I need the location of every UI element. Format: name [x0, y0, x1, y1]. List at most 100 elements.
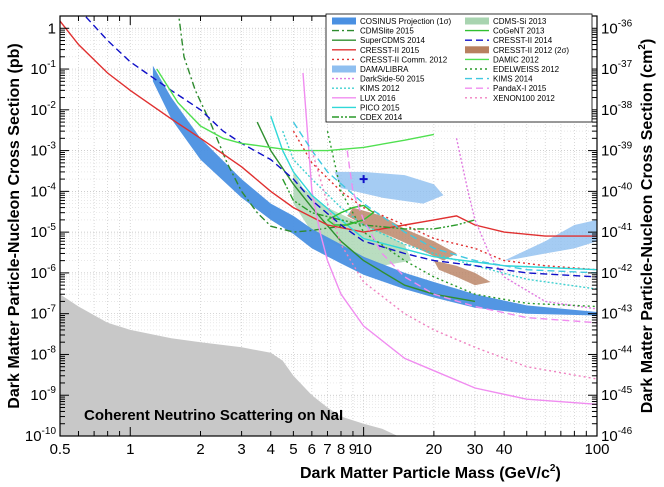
y-tick-exp: -1	[47, 59, 56, 70]
axis-ticks	[59, 15, 598, 437]
y-tick-base: 10	[30, 346, 47, 363]
legend-entry-17: KIMS 2014	[493, 75, 533, 84]
series-11-region-0	[293, 171, 412, 266]
series-2-line	[256, 121, 476, 303]
y-tick-label: 1	[48, 20, 56, 37]
y-tick-exp: -5	[47, 222, 56, 233]
legend-entry-3: CRESST-II 2015	[360, 46, 420, 55]
y-tick-base: 10	[30, 102, 47, 119]
x-tick-label: 3	[237, 441, 245, 458]
neutrino-floor-region	[60, 294, 398, 436]
legend-swatch-14	[465, 46, 489, 54]
y2-tick-base: 10	[601, 265, 618, 282]
series-14-region-1	[433, 260, 491, 286]
y-tick-base: 10	[30, 306, 47, 323]
y2-tick-label: 10-44	[601, 344, 633, 363]
y2-tick-exp: -44	[618, 344, 633, 355]
y-tick-label: 10-6	[30, 263, 56, 282]
legend-entry-5: DAMA/LIBRA	[360, 65, 409, 74]
data-marker	[359, 175, 368, 184]
x-tick-label: 0.5	[50, 441, 71, 458]
y-tick-label: 10-9	[30, 385, 56, 404]
y2-tick-exp: -36	[618, 18, 633, 29]
series-14-region-0	[347, 207, 457, 261]
x-tick-label: 10	[355, 441, 372, 458]
y-tick-base: 10	[30, 143, 47, 160]
y-tick-exp: -4	[47, 181, 56, 192]
y-tick-label: 10-10	[25, 426, 57, 445]
series-9-line	[270, 115, 597, 271]
x-axis-title: Dark Matter Particle Mass (GeV/c2)	[300, 463, 561, 482]
y2-tick-exp: -45	[618, 385, 633, 396]
series-16-line	[326, 130, 597, 308]
legend-entry-0: COSINUS Projection (1σ)	[360, 17, 452, 26]
y2-tick-label: 10-38	[601, 100, 633, 119]
y-tick-label: 10-5	[30, 222, 56, 241]
y-tick-base: 10	[30, 224, 47, 241]
legend-entry-4: CRESST-II Comm. 2012	[360, 55, 448, 64]
y2-tick-labels: 10-3610-3710-3810-3910-4010-4110-4210-43…	[601, 18, 633, 445]
x-tick-label: 9	[349, 441, 357, 458]
y2-tick-exp: -39	[618, 141, 633, 152]
series-7-line	[282, 130, 597, 290]
series-5-region-1	[504, 219, 597, 261]
x-axis-title-sup: 2	[550, 463, 556, 474]
y2-tick-base: 10	[601, 306, 618, 323]
x-axis-title-end: )	[555, 465, 560, 482]
y-tick-base: 10	[30, 61, 47, 78]
y2-tick-base: 10	[601, 20, 618, 37]
y-tick-exp: -9	[47, 385, 56, 396]
y-tick-label: 10-4	[30, 181, 56, 200]
x-tick-label: 6	[308, 441, 316, 458]
y-axis-title: Dark Matter Particle-Nucleon Cross Secti…	[6, 43, 23, 408]
y2-tick-base: 10	[601, 387, 618, 404]
legend-swatch-11	[465, 17, 489, 25]
x-tick-label: 40	[496, 441, 513, 458]
neutrino-floor	[60, 294, 398, 436]
legend-entry-8: LUX 2016	[360, 94, 396, 103]
legend-entry-1: CDMSlite 2015	[360, 27, 414, 36]
series-4-line	[292, 130, 597, 271]
series-3-line	[60, 20, 597, 237]
x-axis-title-main: Dark Matter Particle Mass (GeV/c	[300, 465, 550, 482]
y2-tick-exp: -42	[618, 263, 633, 274]
y-tick-label: 10-3	[30, 141, 56, 160]
legend-entry-15: DAMIC 2012	[493, 55, 539, 64]
y2-tick-base: 10	[601, 183, 618, 200]
series-15-line	[156, 68, 435, 152]
y-tick-label: 10-7	[30, 304, 56, 323]
legend-entry-18: PandaX-I 2015	[493, 84, 547, 93]
y-tick-labels: 110-110-210-310-410-510-610-710-810-910-…	[25, 20, 57, 445]
y-tick-exp: -6	[47, 263, 56, 274]
series-0-band	[152, 65, 597, 316]
y2-tick-base: 10	[601, 428, 618, 445]
y2-tick-exp: -37	[618, 59, 633, 70]
y2-tick-label: 10-37	[601, 59, 633, 78]
legend-box	[325, 13, 593, 123]
series-8-line	[302, 72, 597, 405]
legend-entry-6: DarkSide-50 2015	[360, 75, 425, 84]
y2-tick-exp: -43	[618, 304, 633, 315]
y-tick-label: 10-8	[30, 344, 56, 363]
legend: COSINUS Projection (1σ)CDMSlite 2015Supe…	[325, 13, 593, 123]
legend-entry-19: XENON100 2012	[493, 94, 555, 103]
x-tick-label: 20	[426, 441, 443, 458]
y2-tick-label: 10-43	[601, 304, 633, 323]
x-tick-label: 7	[323, 441, 331, 458]
y-tick-label: 10-1	[30, 59, 56, 78]
y2-tick-label: 10-36	[601, 18, 633, 37]
legend-entry-16: EDELWEISS 2012	[493, 65, 560, 74]
legend-entry-10: CDEX 2014	[360, 113, 403, 122]
legend-entry-12: CoGeNT 2013	[493, 27, 545, 36]
y2-tick-exp: -46	[618, 426, 633, 437]
y2-tick-exp: -41	[618, 222, 633, 233]
y-tick-base: 10	[30, 183, 47, 200]
y2-axis-title: Dark Matter Particle-Nucleon Cross Secti…	[637, 39, 656, 414]
legend-entry-14: CRESST-II 2012 (2σ)	[493, 46, 569, 55]
x-tick-label: 1	[126, 441, 134, 458]
x-tick-label: 8	[337, 441, 345, 458]
y2-tick-base: 10	[601, 102, 618, 119]
y2-tick-exp: -38	[618, 100, 633, 111]
y-tick-exp: -8	[47, 344, 56, 355]
y2-tick-exp: -40	[618, 181, 633, 192]
